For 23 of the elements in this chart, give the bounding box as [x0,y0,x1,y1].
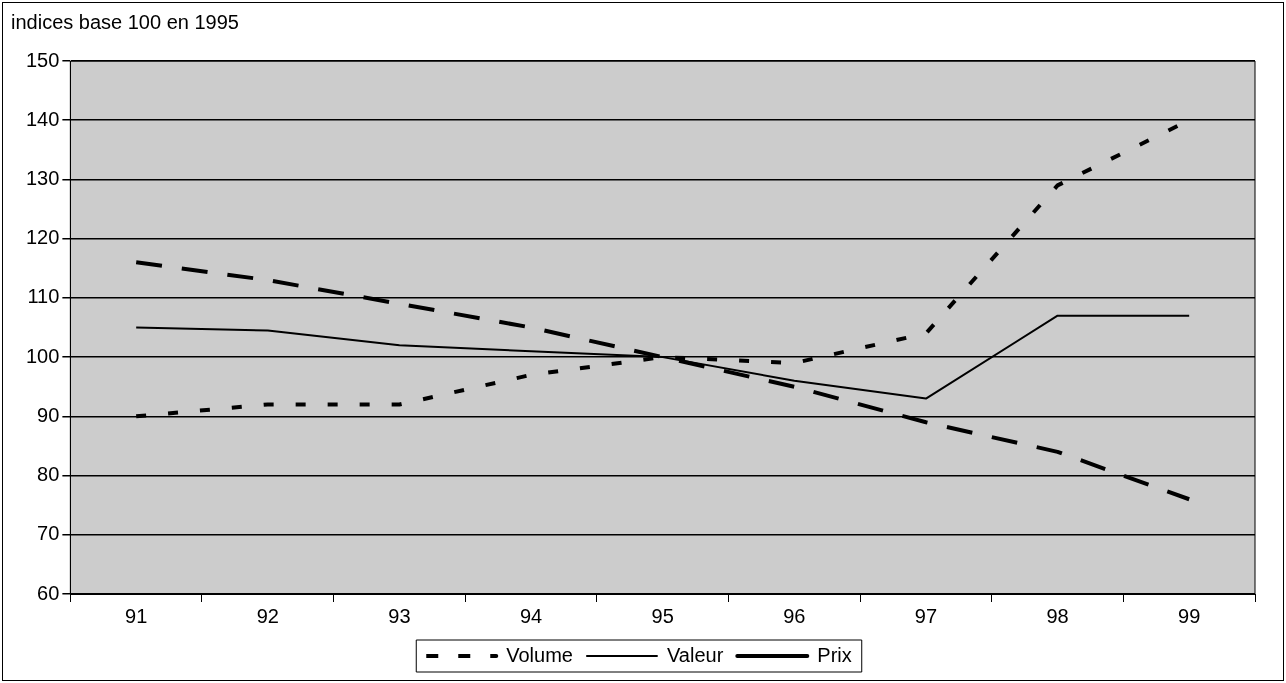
legend-label: Prix [817,643,852,666]
x-tick-label: 99 [1178,604,1201,627]
x-tick-label: 91 [125,604,148,627]
y-tick-label: 130 [25,166,60,189]
x-tick-label: 98 [1046,604,1069,627]
y-tick-label: 120 [25,226,60,249]
y-tick-label: 140 [25,107,60,130]
legend-label: Volume [506,643,573,666]
legend-label: Valeur [666,643,724,666]
x-tick-label: 94 [519,604,543,627]
y-tick-label: 70 [37,522,60,545]
y-tick-label: 80 [37,463,60,486]
y-tick-label: 110 [27,285,60,308]
y-tick-label: 60 [37,581,60,604]
x-tick-label: 97 [914,604,938,627]
x-tick-label: 95 [651,604,674,627]
x-tick-label: 96 [783,604,806,627]
x-tick-label: 92 [256,604,279,627]
y-tick-label: 150 [25,48,60,71]
y-tick-label: 100 [25,344,60,367]
y-axis-title: indices base 100 en 1995 [11,10,239,33]
x-tick-label: 93 [388,604,411,627]
y-tick-label: 90 [37,403,60,426]
